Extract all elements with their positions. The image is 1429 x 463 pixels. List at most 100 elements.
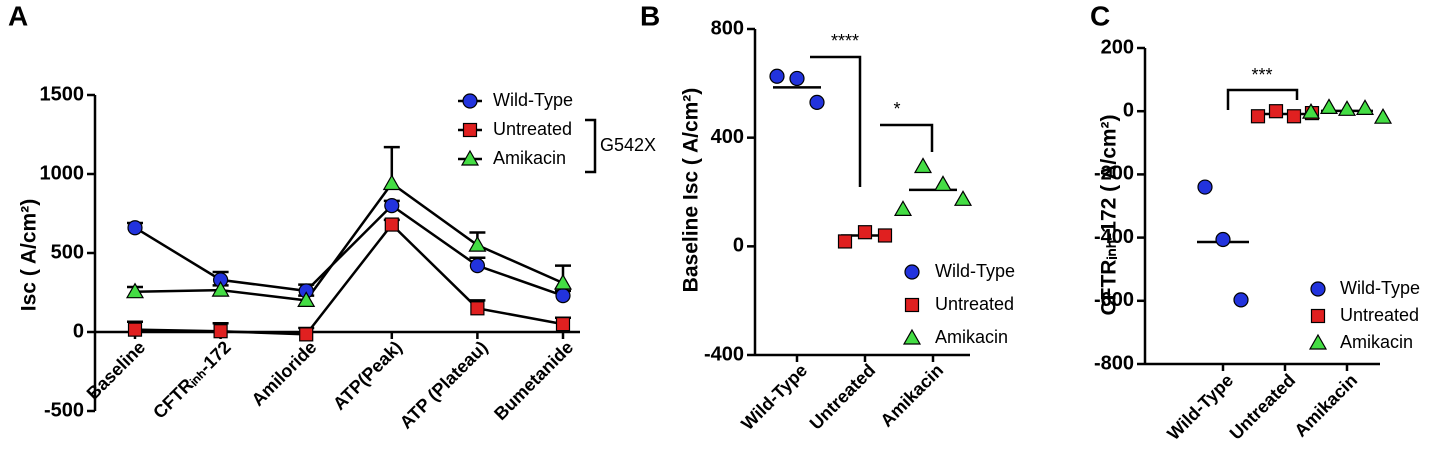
y-tick-label: 1500: [40, 83, 85, 105]
x-tick-label: Wild-Type: [737, 360, 811, 434]
legend-marker: [1310, 281, 1326, 297]
marker: [837, 234, 853, 249]
legend-marker: [902, 328, 922, 345]
marker: [299, 327, 314, 342]
marker: [789, 70, 805, 87]
legend-label: Wild-Type: [935, 261, 1015, 281]
marker: [125, 282, 145, 299]
marker: [1373, 107, 1393, 124]
x-tick-label: ATP (Plateau): [396, 337, 492, 433]
marker: [953, 190, 973, 206]
bracket: [585, 118, 597, 174]
x-tick-label: Baseline: [83, 337, 150, 404]
panel-label: B: [640, 0, 660, 31]
x-tick-label: ATP(Peak): [329, 337, 406, 414]
legend-marker: [904, 297, 920, 313]
y-tick-label: 0: [733, 235, 744, 257]
x-tick-label: CFTRᵢₙₕ-172: [149, 337, 235, 423]
marker: [127, 220, 143, 236]
y-tick-label: -400: [1094, 226, 1134, 248]
marker: [913, 157, 933, 174]
marker: [877, 228, 893, 243]
marker: [1319, 98, 1339, 115]
x-tick-label: Wild-Type: [1163, 370, 1237, 444]
legend-label: Amikacin: [1340, 332, 1413, 352]
marker: [1215, 231, 1231, 248]
series-line: [134, 181, 564, 302]
x-tick-label: Untreated: [806, 360, 880, 434]
marker: [555, 288, 571, 304]
y-axis-label: CFTRᵢₙₕ-172 ( A/cm²): [1098, 114, 1121, 315]
y-tick-label: 0: [73, 320, 84, 342]
legend-marker: [462, 122, 478, 138]
significance: ***: [1251, 65, 1272, 85]
legend-marker: [904, 264, 920, 280]
marker: [1337, 100, 1357, 116]
legend-marker: [462, 93, 478, 109]
marker: [809, 94, 825, 110]
bracket: [880, 123, 934, 152]
legend-label: Wild-Type: [1340, 278, 1420, 298]
marker: [468, 235, 487, 252]
marker: [384, 198, 400, 214]
panel-label: A: [8, 0, 28, 31]
y-tick-label: 0: [1123, 99, 1134, 121]
y-tick-label: 1000: [40, 162, 85, 184]
marker: [384, 217, 399, 232]
series-line: [134, 203, 564, 297]
marker: [1197, 179, 1213, 195]
legend-label: Untreated: [493, 119, 572, 139]
y-tick-label: -400: [704, 343, 744, 365]
marker: [1250, 109, 1266, 124]
x-tick-label: Bumetanide: [490, 337, 577, 424]
y-axis-label: Isc ( A/cm²): [18, 199, 41, 311]
bracket: [810, 55, 862, 187]
marker: [127, 322, 143, 337]
marker: [1286, 109, 1302, 124]
marker: [470, 301, 485, 316]
x-tick-label: Amiloride: [248, 337, 321, 410]
x-tick-label: Amikacin: [876, 360, 947, 431]
y-tick-label: -800: [1094, 352, 1134, 374]
legend-marker: [460, 149, 480, 166]
legend-label: Untreated: [1340, 305, 1419, 325]
marker: [211, 280, 230, 297]
y-tick-label: 200: [1101, 36, 1134, 58]
marker: [769, 68, 785, 84]
significance: *: [893, 99, 900, 119]
legend-marker: [1308, 333, 1328, 350]
series-line: [134, 222, 564, 336]
marker: [469, 258, 485, 274]
marker: [857, 225, 873, 240]
marker: [933, 175, 953, 191]
y-tick-label: -500: [44, 399, 84, 421]
marker: [1355, 99, 1375, 115]
panel-label: C: [1090, 0, 1110, 31]
y-tick-label: -200: [1094, 163, 1134, 185]
marker: [1233, 292, 1249, 308]
bracket: [1226, 88, 1299, 110]
legend-label: Amikacin: [935, 327, 1008, 347]
annotation: G542X: [600, 135, 656, 155]
marker: [553, 273, 573, 290]
legend-label: Wild-Type: [493, 90, 573, 110]
legend-label: Untreated: [935, 294, 1014, 314]
marker: [555, 317, 571, 332]
marker: [297, 291, 316, 307]
x-tick-label: Untreated: [1226, 370, 1300, 444]
legend-marker: [1310, 308, 1326, 324]
y-tick-label: 800: [711, 17, 744, 39]
marker: [213, 324, 228, 339]
marker: [1301, 102, 1321, 119]
y-tick-label: 400: [711, 126, 744, 148]
marker: [382, 174, 401, 191]
marker: [1268, 104, 1284, 119]
x-tick-label: Amikacin: [1290, 370, 1361, 441]
y-tick-label: -600: [1094, 289, 1134, 311]
legend-label: Amikacin: [493, 148, 566, 168]
significance: ****: [831, 31, 859, 51]
y-tick-label: 500: [51, 241, 84, 263]
y-axis-label: Baseline Isc ( A/cm²): [680, 88, 703, 293]
marker: [893, 200, 913, 216]
